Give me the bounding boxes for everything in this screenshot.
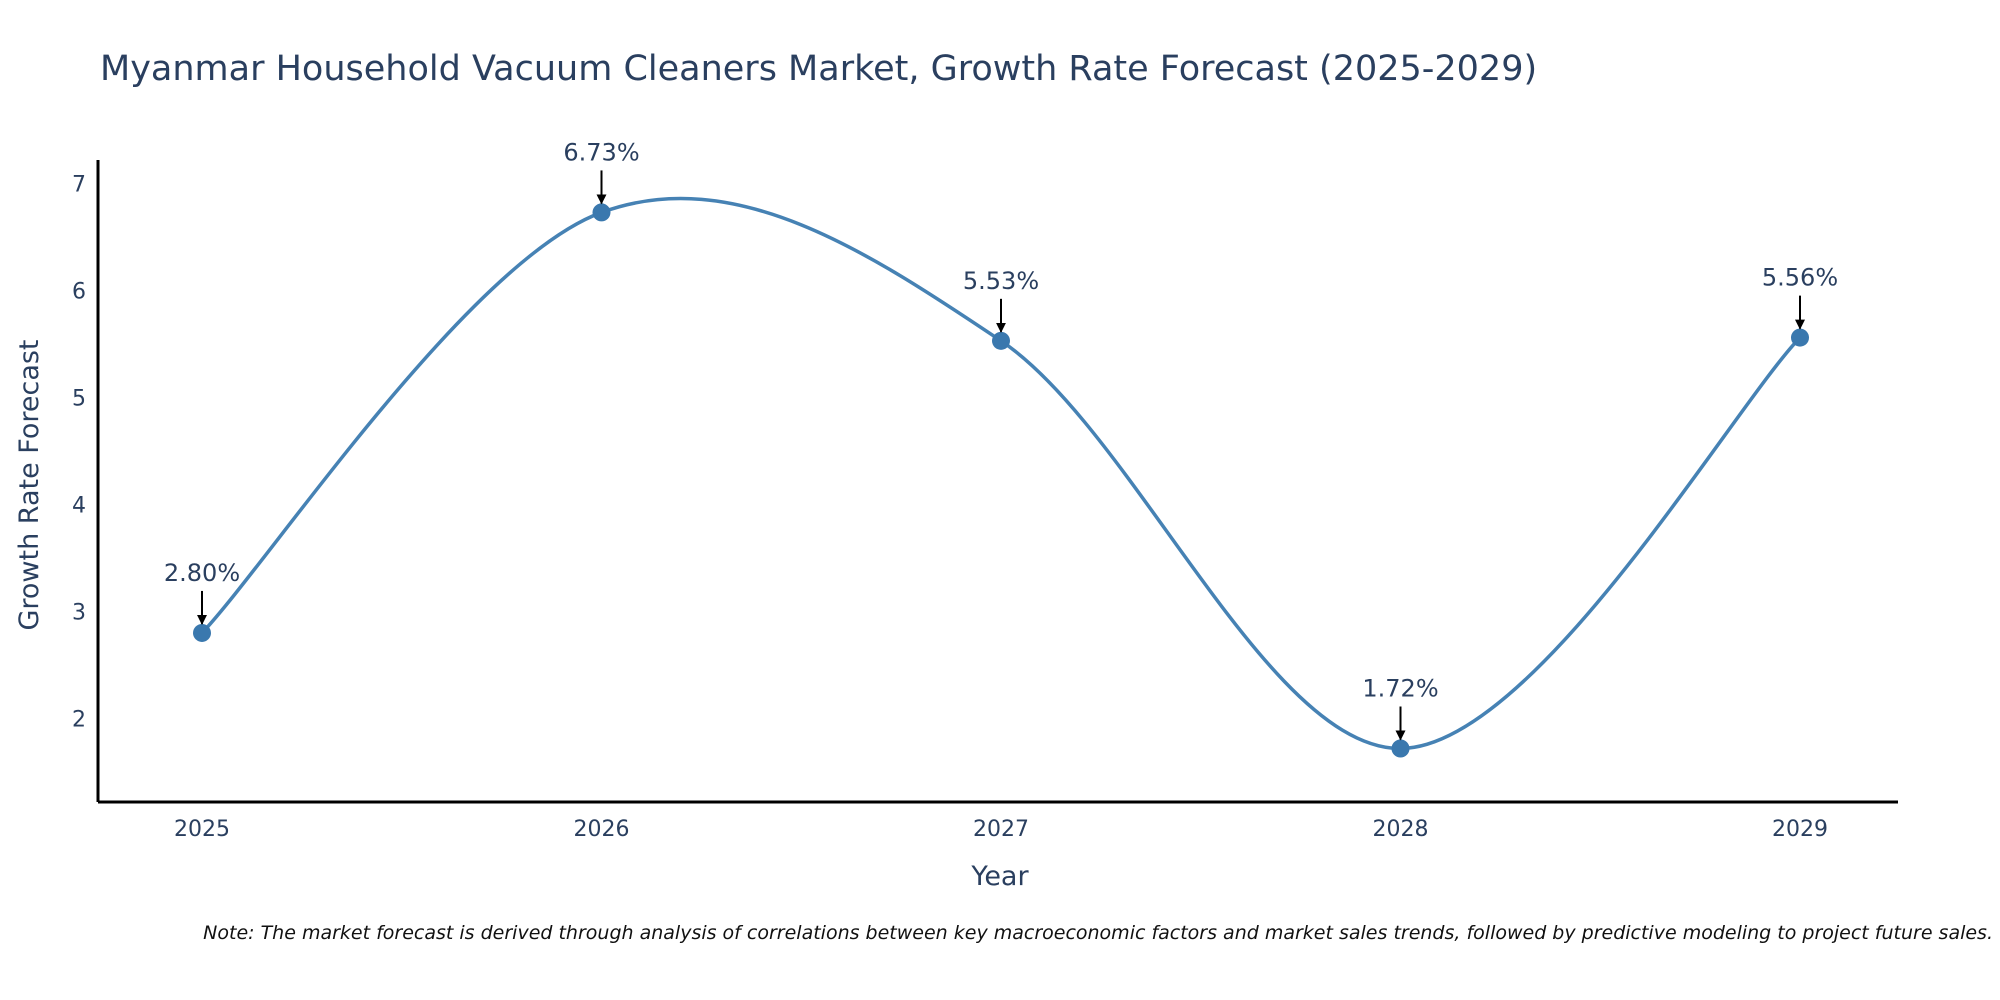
x-tick-label: 2029: [1772, 817, 1828, 842]
footnote: Note: The market forecast is derived thr…: [203, 922, 1993, 944]
data-point-2028: [1391, 739, 1410, 758]
data-label-2029: 5.56%: [1762, 264, 1838, 292]
data-point-2027: [992, 331, 1010, 350]
x-tick-label: 2025: [174, 817, 230, 842]
x-tick-labels: 2025 2026 2027 2028 2029: [174, 817, 1828, 842]
y-tick-label: 7: [72, 173, 86, 198]
y-tick-label: 4: [72, 494, 86, 519]
plot-area: 2.80% 6.73% 5.53% 1.72% 5.56%: [164, 138, 1838, 758]
chart-title: Myanmar Household Vacuum Cleaners Market…: [100, 49, 1537, 89]
data-label-2027: 5.53%: [963, 267, 1039, 295]
y-tick-label: 2: [72, 708, 86, 733]
x-tick-label: 2026: [574, 817, 630, 842]
y-tick-label: 6: [72, 280, 86, 305]
data-label-2026: 6.73%: [563, 138, 639, 166]
x-tick-label: 2027: [973, 817, 1029, 842]
data-point-2025: [193, 623, 211, 642]
data-point-2026: [592, 203, 611, 222]
data-label-2028: 1.72%: [1362, 675, 1438, 703]
y-tick-label: 5: [72, 387, 86, 412]
data-point-2029: [1791, 328, 1809, 347]
data-label-2025: 2.80%: [164, 559, 240, 587]
y-tick-label: 3: [72, 601, 86, 626]
y-axis-title: Growth Rate Forecast: [14, 339, 45, 630]
x-tick-label: 2028: [1373, 817, 1429, 842]
series-line: [200, 196, 1802, 751]
x-axis-title: Year: [970, 861, 1029, 892]
y-tick-labels: 2 3 4 5 6 7: [72, 173, 86, 733]
